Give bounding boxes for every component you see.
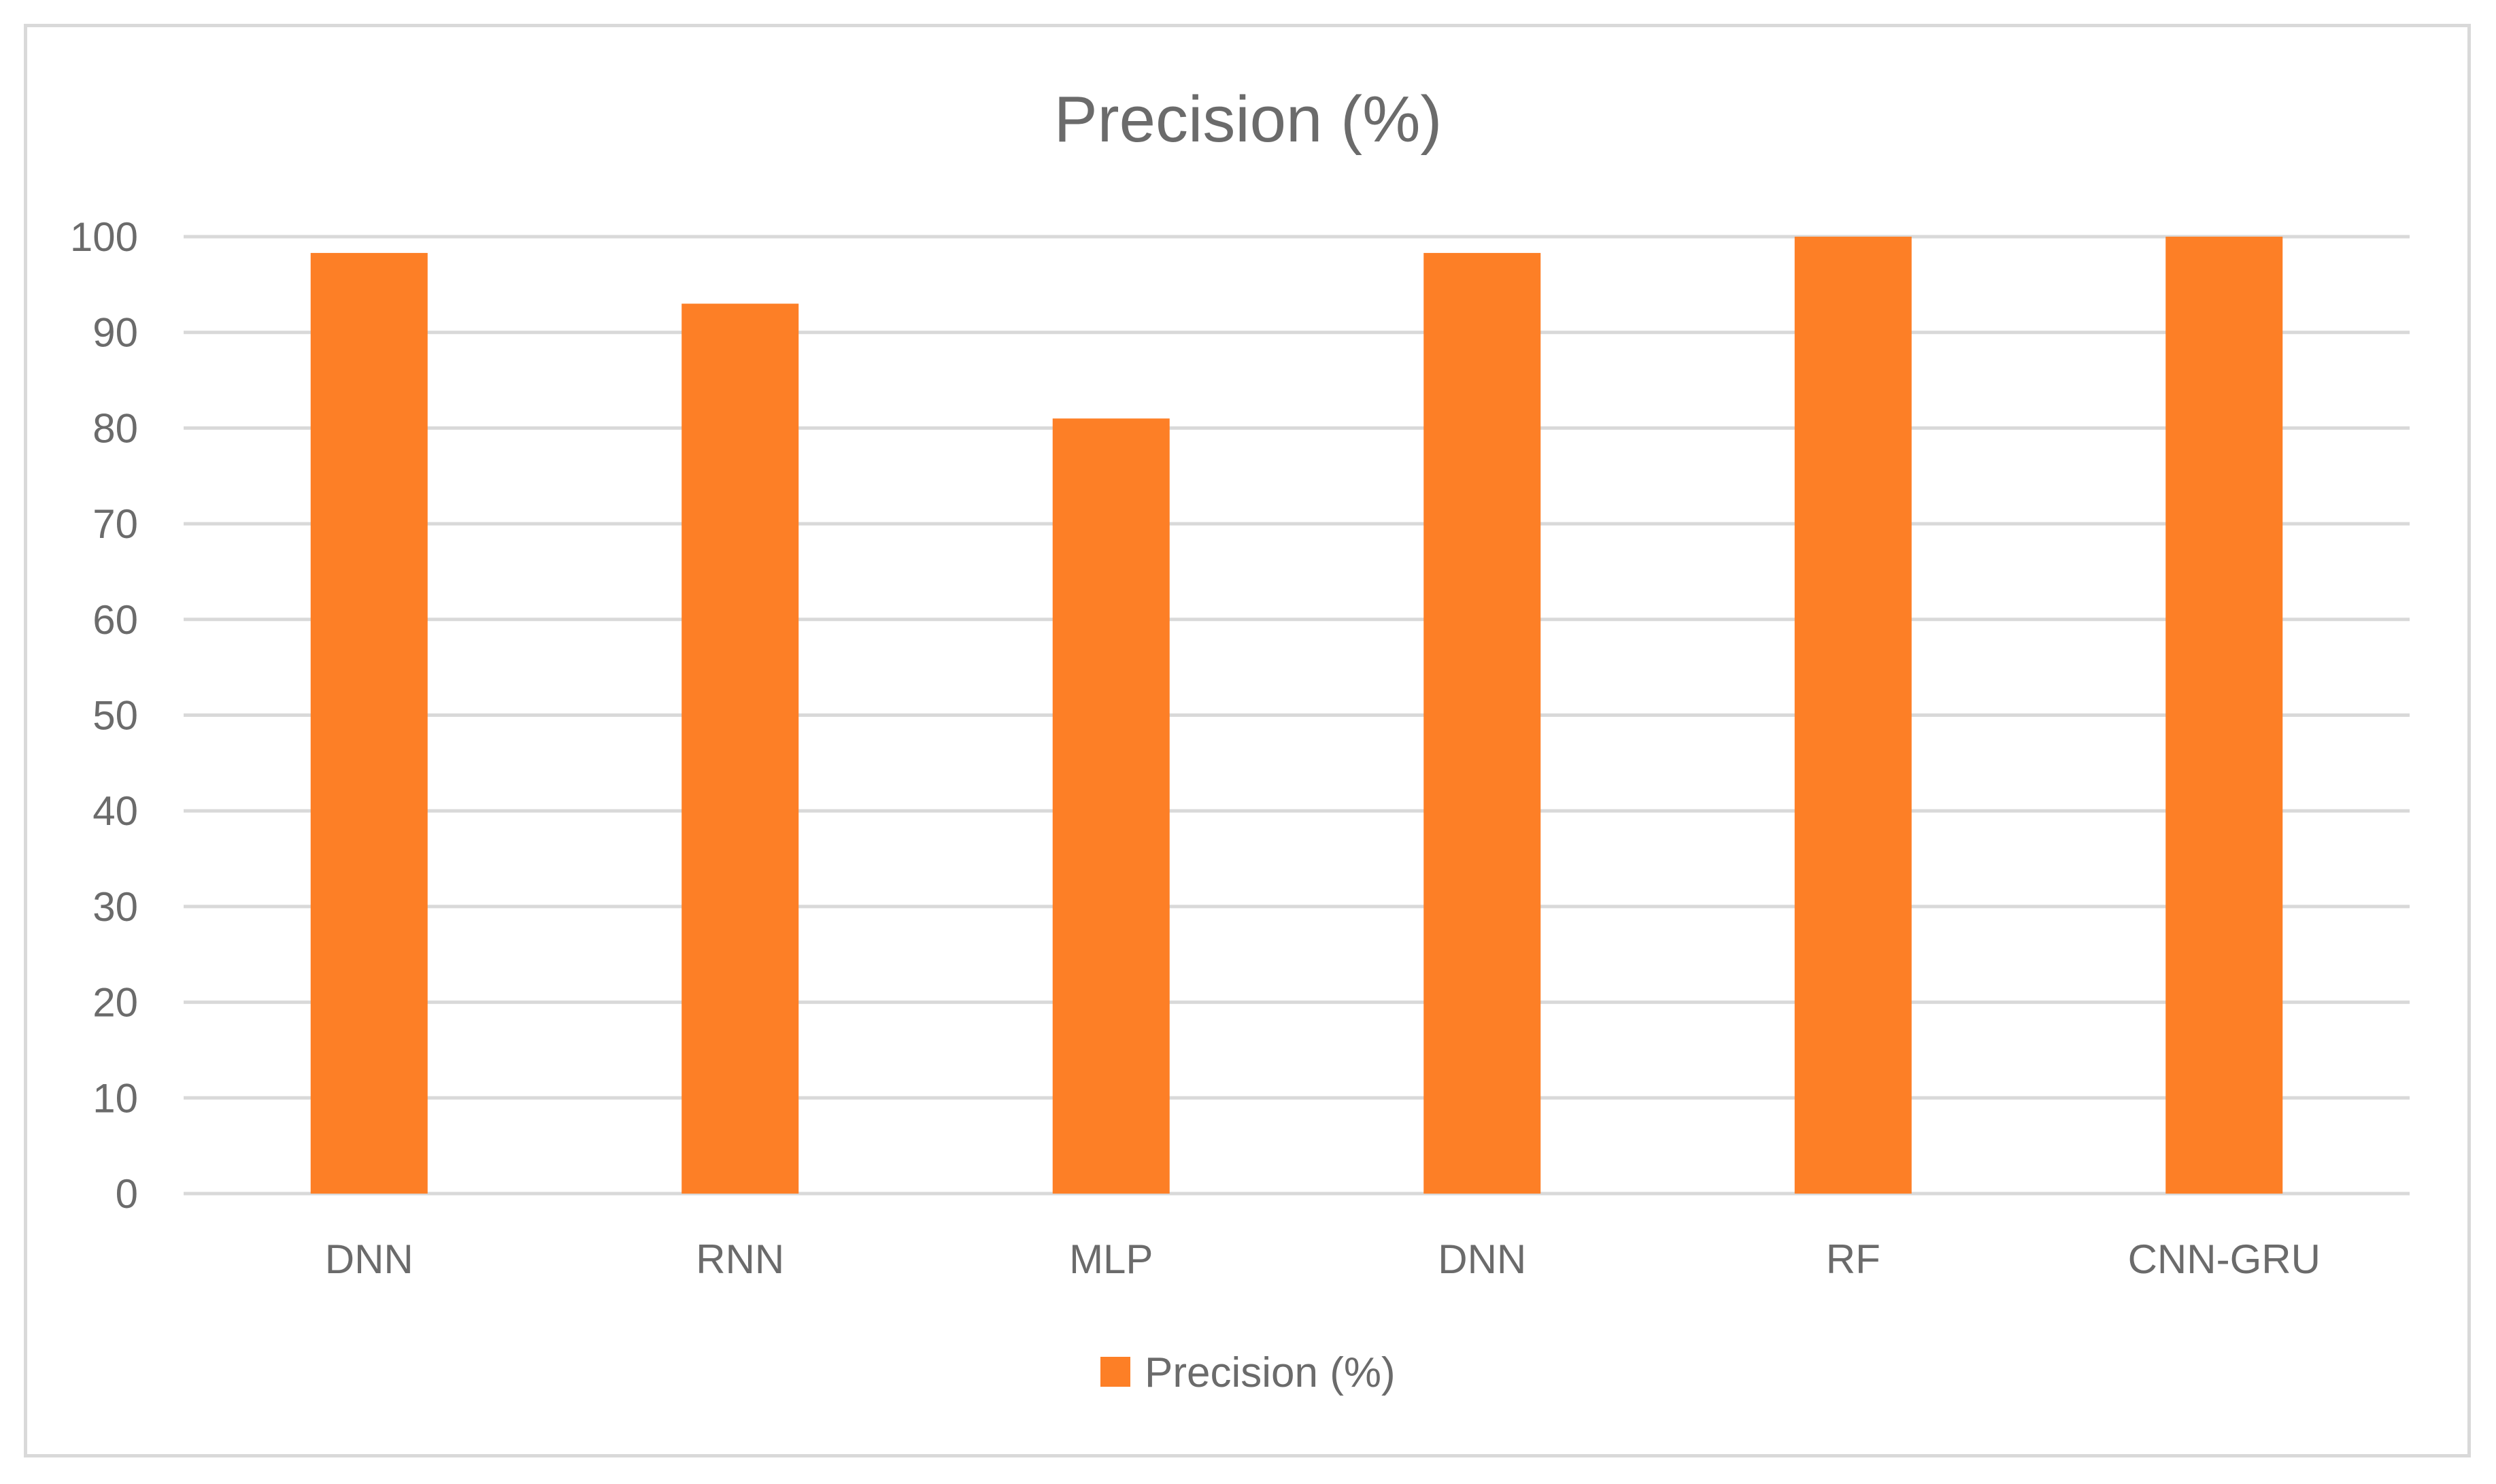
bars [310,237,2283,1194]
x-axis-tick-labels: DNN RNN MLP DNN RF CNN-GRU [325,1236,2321,1282]
y-tick-label: 90 [92,310,138,356]
bar-mlp-2 [1052,418,1170,1194]
y-tick-label: 50 [92,693,138,739]
legend-label-precision: Precision (%) [1145,1349,1396,1396]
chart-title: Precision (%) [1054,83,1443,156]
bar-rf-4 [1794,237,1912,1194]
y-tick-label: 30 [92,884,138,930]
x-tick-label: MLP [1069,1236,1153,1282]
bar-rnn-1 [681,303,799,1194]
y-axis-tick-labels: 0 10 20 30 40 50 60 70 80 90 100 [70,214,138,1217]
bar-dnn-3 [1423,252,1541,1194]
y-tick-label: 60 [92,597,138,643]
gridlines [184,235,2410,1196]
y-tick-label: 100 [70,214,138,260]
x-tick-label: CNN-GRU [2128,1236,2321,1282]
y-tick-label: 80 [92,405,138,451]
x-tick-label: DNN [1438,1236,1526,1282]
legend-swatch-precision [1100,1357,1130,1387]
bar-dnn-0 [310,252,428,1194]
y-tick-label: 10 [92,1075,138,1121]
bar-cnn-gru-5 [2165,237,2283,1194]
y-tick-label: 0 [116,1171,138,1217]
y-tick-label: 20 [92,980,138,1026]
chart-frame [24,24,2471,1457]
x-tick-label: RNN [696,1236,784,1282]
y-tick-label: 40 [92,788,138,834]
y-tick-label: 70 [92,501,138,547]
x-tick-label: RF [1826,1236,1881,1282]
x-tick-label: DNN [325,1236,414,1282]
legend: Precision (%) [1100,1349,1396,1396]
